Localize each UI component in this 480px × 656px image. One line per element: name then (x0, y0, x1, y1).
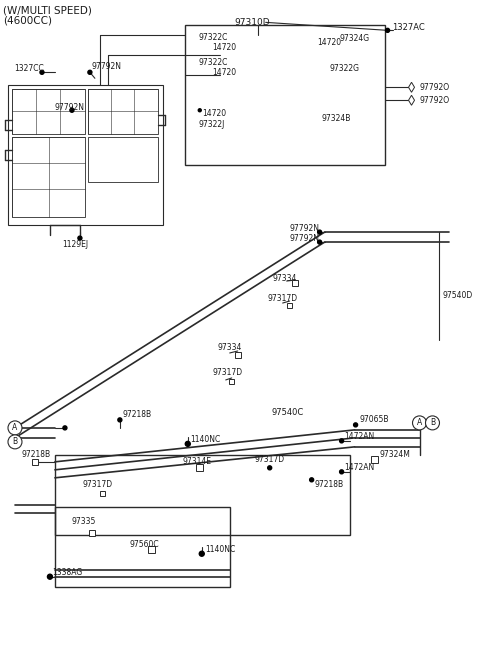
Circle shape (88, 70, 92, 74)
Bar (185, 26, 384, 165)
Text: 97560C: 97560C (130, 541, 159, 549)
Bar (88, 89, 158, 134)
Text: 97334: 97334 (273, 274, 297, 283)
Text: 97540D: 97540D (443, 291, 473, 300)
Text: 97317D: 97317D (255, 455, 285, 464)
Text: (4600CC): (4600CC) (3, 15, 52, 26)
Text: (W/MULTI SPEED): (W/MULTI SPEED) (3, 5, 92, 15)
Text: 97317D: 97317D (213, 369, 243, 377)
Text: 1472AN: 1472AN (345, 432, 375, 441)
Bar (55, 507, 230, 586)
Bar (196, 464, 203, 471)
Bar (32, 459, 38, 465)
Circle shape (412, 416, 427, 430)
Circle shape (318, 240, 322, 244)
Text: 97792O: 97792O (420, 83, 450, 92)
Bar (89, 530, 95, 536)
Bar (235, 352, 240, 358)
Text: 97322C: 97322C (199, 58, 228, 67)
Text: 97218B: 97218B (314, 480, 344, 489)
Circle shape (318, 230, 322, 234)
Bar (148, 546, 156, 553)
Polygon shape (408, 95, 415, 105)
Text: 97310D: 97310D (235, 18, 270, 27)
Text: 1140NC: 1140NC (205, 545, 235, 554)
Circle shape (70, 108, 74, 112)
Text: 97335: 97335 (72, 518, 96, 526)
Text: 97218B: 97218B (22, 451, 51, 459)
Text: 97792O: 97792O (420, 96, 450, 105)
Bar (12, 137, 85, 217)
Circle shape (198, 109, 201, 112)
Text: 97324G: 97324G (340, 34, 370, 43)
Bar (100, 491, 106, 497)
Circle shape (40, 70, 44, 74)
Text: 97218B: 97218B (123, 411, 152, 419)
Bar (12, 89, 85, 134)
Text: 97324B: 97324B (322, 113, 351, 123)
Circle shape (8, 421, 22, 435)
Text: 14720: 14720 (212, 68, 236, 77)
Bar (88, 137, 158, 182)
Text: 97314E: 97314E (183, 457, 212, 466)
Circle shape (199, 551, 204, 556)
Circle shape (385, 28, 390, 32)
Text: 1140NC: 1140NC (190, 436, 220, 444)
Circle shape (340, 470, 344, 474)
Text: 97792N: 97792N (289, 234, 320, 243)
Text: 97324M: 97324M (380, 451, 410, 459)
Text: A: A (12, 423, 18, 432)
Text: 97322G: 97322G (330, 64, 360, 73)
Polygon shape (408, 82, 415, 92)
Bar (229, 379, 234, 384)
Circle shape (48, 574, 52, 579)
Circle shape (425, 416, 440, 430)
Circle shape (63, 426, 67, 430)
Text: 97792N: 97792N (92, 62, 122, 71)
Text: 1472AN: 1472AN (345, 463, 375, 472)
Text: 97065B: 97065B (360, 415, 389, 424)
Circle shape (118, 418, 122, 422)
Circle shape (185, 441, 190, 446)
Text: 97334: 97334 (218, 344, 242, 352)
Circle shape (310, 478, 313, 482)
Circle shape (340, 439, 344, 443)
Text: 97322C: 97322C (199, 33, 228, 42)
Circle shape (78, 236, 82, 240)
Text: 97317D: 97317D (268, 293, 298, 302)
Text: A: A (417, 419, 422, 428)
Bar (292, 280, 298, 286)
Text: 97792N: 97792N (289, 224, 320, 233)
Text: 14720: 14720 (212, 43, 236, 52)
Bar (287, 302, 292, 308)
Bar (8, 85, 163, 225)
Text: 97792N: 97792N (55, 103, 85, 112)
Text: 97317D: 97317D (83, 480, 113, 489)
Text: 1338AG: 1338AG (52, 568, 82, 577)
Circle shape (8, 435, 22, 449)
Text: 97540C: 97540C (272, 409, 304, 417)
Bar (371, 457, 378, 463)
Bar (55, 455, 349, 535)
Text: 97322J: 97322J (199, 120, 225, 129)
Text: B: B (430, 419, 435, 428)
Text: 14720: 14720 (318, 38, 342, 47)
Text: 1327AC: 1327AC (393, 23, 425, 32)
Text: B: B (12, 438, 18, 446)
Text: 14720: 14720 (202, 109, 226, 117)
Circle shape (354, 423, 358, 427)
Circle shape (268, 466, 272, 470)
Text: 1129EJ: 1129EJ (62, 239, 88, 249)
Text: 1327CC: 1327CC (14, 64, 44, 73)
